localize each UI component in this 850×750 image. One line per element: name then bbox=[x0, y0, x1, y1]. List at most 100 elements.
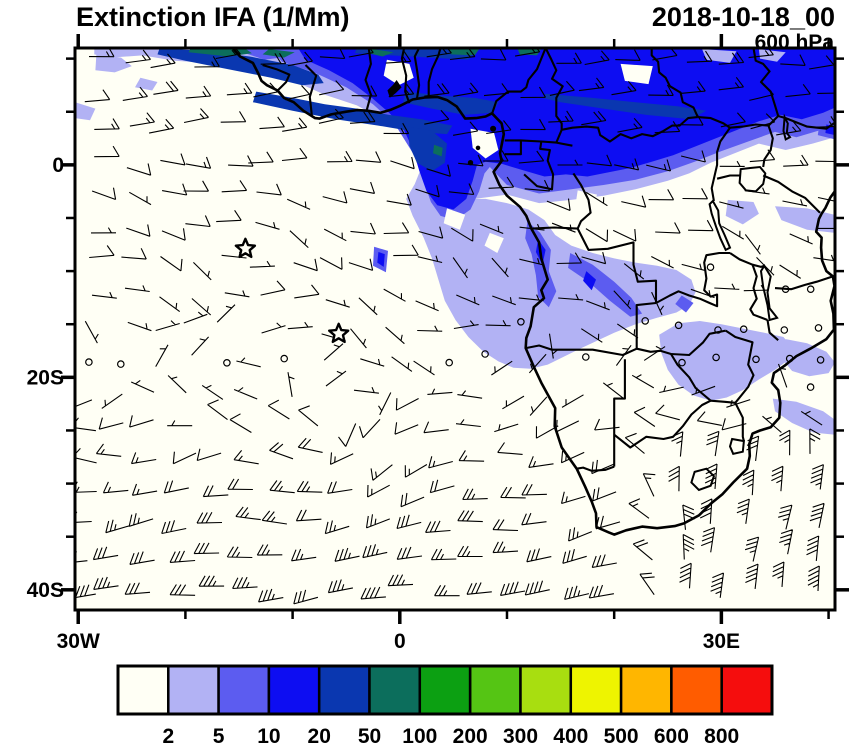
y-axis-tick-label: 0 bbox=[52, 154, 64, 177]
country-border bbox=[670, 329, 726, 357]
colorbar-cell bbox=[670, 664, 723, 716]
calm-wind-circle bbox=[517, 317, 525, 326]
calm-wind-circle bbox=[781, 285, 790, 294]
pressure-level-label: 600 hPa bbox=[754, 31, 834, 54]
calm-wind-circle bbox=[706, 263, 715, 272]
plot-title: Extinction IFA (1/Mm) bbox=[76, 2, 350, 32]
calm-wind-circle bbox=[712, 353, 720, 362]
colorbar-cell bbox=[519, 664, 573, 716]
colorbar-cell bbox=[720, 664, 774, 716]
country-border bbox=[364, 49, 372, 111]
colorbar-cell bbox=[317, 664, 371, 716]
country-border bbox=[544, 49, 564, 130]
calm-wind-circle bbox=[280, 354, 289, 363]
geography-layer bbox=[231, 49, 834, 536]
lake-outline bbox=[728, 437, 745, 455]
calm-wind-circle bbox=[641, 317, 650, 325]
island-dot bbox=[490, 125, 497, 132]
colorbar-tick-label: 10 bbox=[257, 725, 280, 748]
wind-barb-staffs bbox=[76, 49, 834, 605]
colorbar-cell bbox=[217, 664, 271, 716]
colorbar-cell bbox=[468, 664, 522, 716]
country-border bbox=[400, 49, 411, 104]
colorbar-cell bbox=[619, 664, 673, 716]
colorbar-cell bbox=[569, 664, 623, 716]
country-border bbox=[525, 344, 672, 357]
colorbar-tick-label: 600 bbox=[654, 725, 689, 748]
calm-wind-circle bbox=[806, 285, 815, 294]
calm-wind-circle bbox=[780, 326, 789, 334]
axis-ticks bbox=[61, 34, 849, 624]
colorbar-tick-label: 5 bbox=[213, 725, 225, 748]
country-border bbox=[262, 63, 291, 93]
lake-outline bbox=[708, 199, 732, 252]
calm-wind-circle bbox=[445, 358, 454, 367]
colorbar-tick-label: 800 bbox=[704, 725, 739, 748]
colorbar-cell bbox=[267, 664, 321, 716]
colorbar: 2 5 10 20 50 100 200 300 400 500 600 800 bbox=[116, 664, 774, 748]
calm-wind-circle bbox=[581, 353, 590, 361]
colorbar-tick-label: 50 bbox=[358, 725, 381, 748]
colorbar-tick-label: 400 bbox=[553, 725, 588, 748]
country-border bbox=[523, 141, 555, 191]
calm-wind-circle bbox=[714, 326, 722, 334]
country-border bbox=[762, 125, 774, 168]
country-border bbox=[613, 359, 626, 467]
country-border bbox=[766, 319, 779, 341]
country-border bbox=[304, 64, 318, 117]
island-dot bbox=[475, 145, 481, 151]
y-axis-tick-label: 40S bbox=[27, 579, 64, 602]
calm-wind-circle bbox=[481, 350, 489, 358]
colorbar-tick-label: 2 bbox=[162, 725, 174, 748]
station-star-marker bbox=[328, 322, 350, 344]
calm-wind-circle bbox=[814, 324, 823, 332]
calm-wind-circle bbox=[678, 358, 686, 367]
map-frame bbox=[73, 46, 837, 612]
colorbar-cell bbox=[418, 664, 472, 716]
country-border bbox=[613, 399, 712, 449]
country-border bbox=[635, 301, 657, 349]
country-border bbox=[725, 329, 755, 404]
x-axis-tick-label: 30W bbox=[57, 630, 100, 653]
calm-wind-circle bbox=[816, 356, 825, 364]
colorbar-frame bbox=[116, 664, 774, 716]
country-border bbox=[491, 49, 547, 115]
station-star-marker bbox=[234, 237, 257, 259]
country-border bbox=[752, 49, 780, 117]
axis-labels: 30W 0 30E 0 20S 40S bbox=[27, 154, 740, 653]
y-axis-tick-label: 20S bbox=[27, 366, 64, 389]
calm-wind-circle bbox=[223, 358, 231, 367]
x-axis-tick-label: 0 bbox=[394, 630, 406, 653]
country-border bbox=[734, 402, 745, 442]
map-layers bbox=[76, 49, 834, 609]
coastline bbox=[231, 49, 834, 536]
country-border bbox=[716, 174, 740, 180]
colorbar-cell bbox=[167, 664, 220, 716]
country-border bbox=[749, 264, 768, 321]
x-axis-tick-label: 30E bbox=[703, 630, 740, 653]
country-border bbox=[413, 49, 421, 100]
calm-wind-circle bbox=[117, 360, 125, 368]
country-border bbox=[650, 49, 699, 118]
country-border bbox=[504, 140, 522, 156]
lake-outline bbox=[738, 165, 767, 193]
colorbar-tick-label: 20 bbox=[308, 725, 331, 748]
country-border bbox=[576, 228, 658, 303]
colorbar-tick-label: 500 bbox=[604, 725, 639, 748]
country-border bbox=[774, 275, 834, 291]
wind-barbs-layer bbox=[76, 49, 834, 605]
country-border bbox=[710, 127, 731, 202]
country-border bbox=[427, 49, 442, 97]
lake-outline bbox=[759, 263, 779, 322]
calm-wind-circle bbox=[739, 325, 748, 334]
lake-outline bbox=[782, 113, 792, 141]
calm-wind-circle bbox=[752, 355, 760, 364]
colorbar-tick-label: 100 bbox=[402, 725, 437, 748]
calm-wind-circle bbox=[806, 383, 815, 391]
country-border bbox=[655, 251, 730, 308]
star-markers bbox=[234, 237, 350, 344]
plot-datetime: 2018-10-18_00 bbox=[651, 2, 835, 32]
country-border bbox=[762, 174, 821, 214]
